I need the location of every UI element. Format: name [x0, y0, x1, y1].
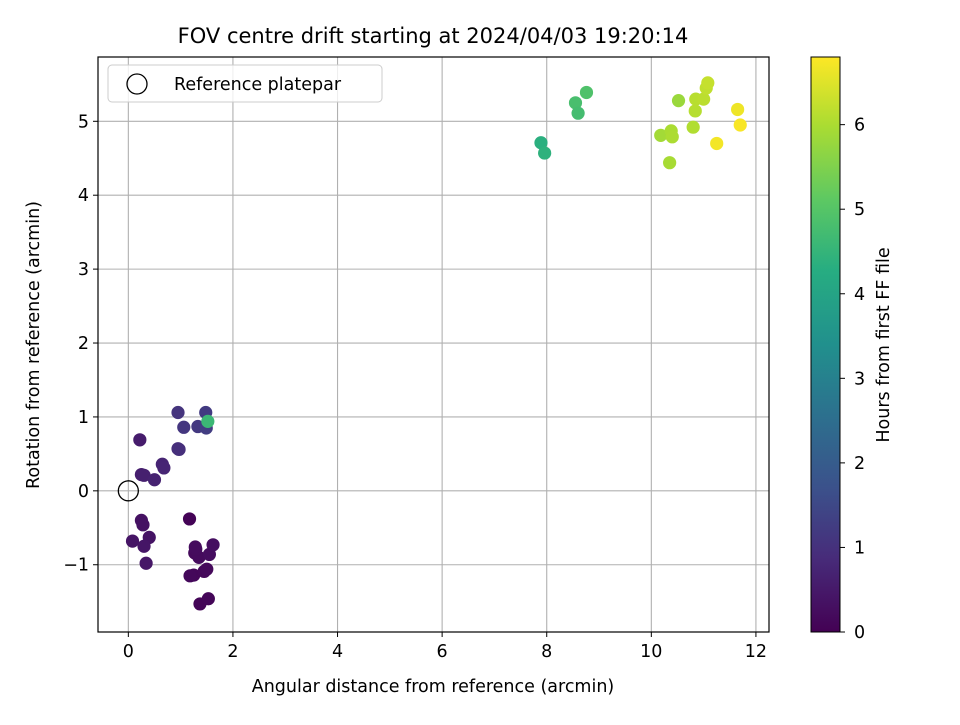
data-point	[538, 146, 552, 160]
data-point	[206, 538, 220, 552]
data-point	[137, 468, 151, 482]
legend-entry-label: Reference platepar	[174, 75, 342, 95]
data-point	[701, 76, 715, 90]
data-point	[733, 118, 747, 132]
x-tick-label: 0	[123, 642, 134, 662]
y-tick-label: 5	[78, 112, 89, 132]
grid-lines	[98, 57, 769, 632]
x-tick-label: 12	[745, 642, 767, 662]
x-tick-label: 8	[541, 642, 552, 662]
data-point	[671, 94, 686, 108]
y-tick-label: 0	[78, 482, 89, 502]
data-point	[665, 130, 679, 144]
legend: Reference platepar	[107, 64, 383, 103]
colorbar-tick-label: 2	[854, 454, 865, 474]
data-point	[177, 420, 191, 434]
data-point	[201, 414, 215, 428]
data-point	[568, 96, 583, 110]
colorbar-tick-label: 6	[854, 116, 865, 136]
y-tick-label: 3	[78, 260, 89, 280]
y-tick-label: −1	[63, 556, 89, 576]
colorbar-tick-label: 5	[854, 200, 865, 220]
data-point	[157, 461, 171, 475]
plot-frame	[97, 56, 770, 633]
data-point	[125, 534, 140, 548]
legend-box	[107, 64, 383, 103]
data-point	[579, 85, 594, 100]
x-tick-label: 6	[437, 642, 448, 662]
chart-title: FOV centre drift starting at 2024/04/03 …	[178, 24, 689, 48]
y-tick-label: 4	[78, 186, 89, 206]
data-point	[200, 562, 214, 576]
data-point	[137, 539, 151, 553]
colorbar-tick-label: 1	[854, 538, 865, 558]
reference-platepar-marker	[117, 480, 139, 502]
data-point	[686, 120, 700, 134]
x-tick-label: 4	[332, 642, 343, 662]
data-point	[136, 518, 150, 532]
data-point	[182, 512, 197, 526]
data-point	[133, 433, 147, 447]
colorbar-tick-label: 4	[854, 285, 865, 305]
colorbar-ticks: 0 1 2 3 4 5 6	[840, 116, 865, 643]
data-point	[147, 473, 162, 487]
y-axis-label: Rotation from reference (arcmin)	[24, 201, 44, 489]
data-point	[172, 442, 186, 457]
data-point	[183, 569, 197, 583]
legend-marker-icon	[126, 73, 148, 95]
data-point	[139, 556, 153, 570]
x-axis-ticks: 0 2 4 6 8 10 12	[123, 632, 767, 662]
y-tick-label: 1	[78, 408, 89, 428]
data-point	[710, 136, 724, 151]
colorbar-tick-label: 3	[854, 369, 865, 389]
y-axis-ticks: −1 0 1 2 3 4 5	[63, 112, 98, 576]
data-point	[201, 592, 215, 606]
data-point	[731, 102, 745, 117]
data-point	[663, 156, 677, 170]
colorbar-tick-label: 0	[854, 623, 865, 643]
data-point	[188, 540, 202, 554]
x-tick-label: 10	[640, 642, 662, 662]
data-point	[571, 106, 585, 120]
colorbar-label: Hours from first FF file	[874, 247, 894, 442]
data-point	[534, 136, 548, 150]
data-point	[171, 405, 185, 420]
data-point	[697, 92, 711, 106]
x-tick-label: 2	[227, 642, 238, 662]
data-point	[688, 104, 702, 118]
colorbar	[810, 56, 841, 633]
data-points	[125, 76, 747, 611]
data-point	[654, 128, 668, 142]
y-tick-label: 2	[78, 334, 89, 354]
x-axis-label: Angular distance from reference (arcmin)	[252, 677, 615, 697]
